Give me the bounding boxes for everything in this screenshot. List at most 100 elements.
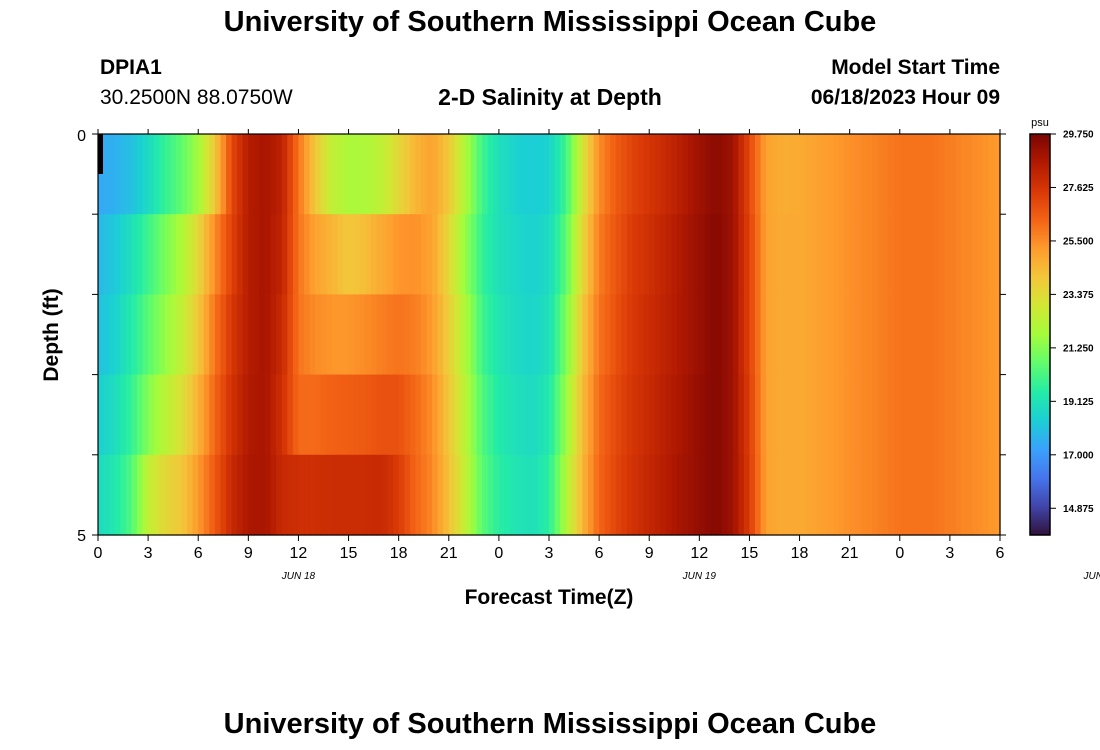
heatmap-cell — [459, 134, 467, 215]
heatmap-cell — [515, 374, 522, 456]
heatmap-cell — [309, 454, 316, 536]
heatmap-cell — [549, 454, 556, 536]
x-tick-label: 0 — [94, 545, 103, 562]
plot-title: 2-D Salinity at Depth — [438, 84, 662, 110]
heatmap-cell — [443, 134, 450, 215]
heatmap-cell — [983, 214, 990, 295]
heatmap-cell — [860, 294, 867, 376]
heatmap-cell — [760, 214, 767, 295]
heatmap-cell — [866, 454, 873, 536]
heatmap-cell — [793, 134, 801, 215]
heatmap-cell — [549, 374, 556, 456]
heatmap-cell — [927, 294, 934, 376]
heatmap-cell — [443, 294, 450, 376]
heatmap-cell — [331, 214, 339, 295]
heatmap-cell — [844, 294, 851, 376]
heatmap-cell — [292, 454, 300, 536]
heatmap-cell — [448, 454, 455, 536]
heatmap-cell — [376, 214, 383, 295]
heatmap-cell — [136, 374, 144, 456]
heatmap-cell — [237, 374, 244, 456]
heatmap-cell — [665, 294, 673, 376]
heatmap-cell — [582, 294, 589, 376]
heatmap-cell — [983, 454, 990, 536]
heatmap-cell — [788, 134, 795, 215]
heatmap-cell — [109, 294, 116, 376]
heatmap-cell — [370, 454, 377, 536]
heatmap-cell — [682, 214, 689, 295]
heatmap-cell — [504, 294, 511, 376]
heatmap-cell — [949, 294, 957, 376]
heatmap-cell — [922, 294, 929, 376]
heatmap-cell — [242, 294, 249, 376]
heatmap-cell — [576, 294, 584, 376]
heatmap-cell — [844, 454, 851, 536]
heatmap-cell — [793, 454, 801, 536]
heatmap-cell — [376, 374, 383, 456]
heatmap-cell — [287, 134, 294, 215]
heatmap-cell — [587, 374, 595, 456]
heatmap-cell — [187, 374, 194, 456]
colorbar-tick-label: 14.875 — [1063, 504, 1094, 515]
heatmap-cell — [933, 374, 940, 456]
heatmap-cell — [203, 214, 210, 295]
heatmap-cell — [120, 294, 127, 376]
heatmap-cell — [799, 374, 806, 456]
heatmap-cell — [359, 294, 366, 376]
heatmap-cell — [370, 294, 377, 376]
heatmap-cell — [894, 134, 901, 215]
heatmap-cell — [426, 294, 433, 376]
heatmap-cell — [476, 134, 483, 215]
heatmap-cell — [103, 294, 110, 376]
heatmap-cell — [315, 214, 322, 295]
heatmap-cell — [192, 294, 199, 376]
model-start-value: 06/18/2023 Hour 09 — [810, 86, 1000, 109]
heatmap-cell — [972, 454, 979, 536]
heatmap-cell — [320, 454, 327, 536]
heatmap-cell — [621, 294, 628, 376]
heatmap-cell — [688, 374, 695, 456]
heatmap-cell — [877, 374, 884, 456]
heatmap-cell — [738, 294, 745, 376]
heatmap-cell — [125, 374, 133, 456]
heatmap-cell — [203, 454, 210, 536]
heatmap-cell — [304, 374, 311, 456]
heatmap-cell — [181, 454, 188, 536]
heatmap-cell — [810, 454, 817, 536]
heatmap-cell — [844, 214, 851, 295]
heatmap-cell — [688, 214, 695, 295]
heatmap-cell — [710, 214, 717, 295]
heatmap-cell — [298, 294, 305, 376]
heatmap-cell — [259, 214, 266, 295]
heatmap-cell — [571, 214, 578, 295]
heatmap-cell — [587, 134, 595, 215]
heatmap-cell — [777, 294, 784, 376]
heatmap-cell — [309, 134, 316, 215]
heatmap-cell — [821, 374, 828, 456]
heatmap-cell — [816, 374, 823, 456]
heatmap-cell — [432, 374, 439, 456]
heatmap-cell — [810, 374, 817, 456]
heatmap-cell — [304, 214, 311, 295]
heatmap-cell — [977, 454, 984, 536]
heatmap-cell — [626, 134, 634, 215]
heatmap-cell — [148, 374, 155, 456]
heatmap-cell — [888, 214, 895, 295]
heatmap-cell — [883, 294, 890, 376]
heatmap-cell — [120, 134, 127, 215]
heatmap-cell — [849, 294, 856, 376]
heatmap-cell — [287, 294, 294, 376]
heatmap-cell — [187, 294, 194, 376]
heatmap-cell — [203, 374, 210, 456]
heatmap-cell — [521, 374, 528, 456]
heatmap-cell — [265, 214, 272, 295]
heatmap-cell — [98, 294, 105, 376]
heatmap-cell — [437, 454, 444, 536]
heatmap-cell — [621, 134, 628, 215]
heatmap-cell — [309, 214, 316, 295]
heatmap-cell — [660, 374, 667, 456]
heatmap-cell — [482, 454, 489, 536]
heatmap-cell — [248, 294, 255, 376]
heatmap-cell — [660, 454, 667, 536]
heatmap-cell — [927, 134, 934, 215]
